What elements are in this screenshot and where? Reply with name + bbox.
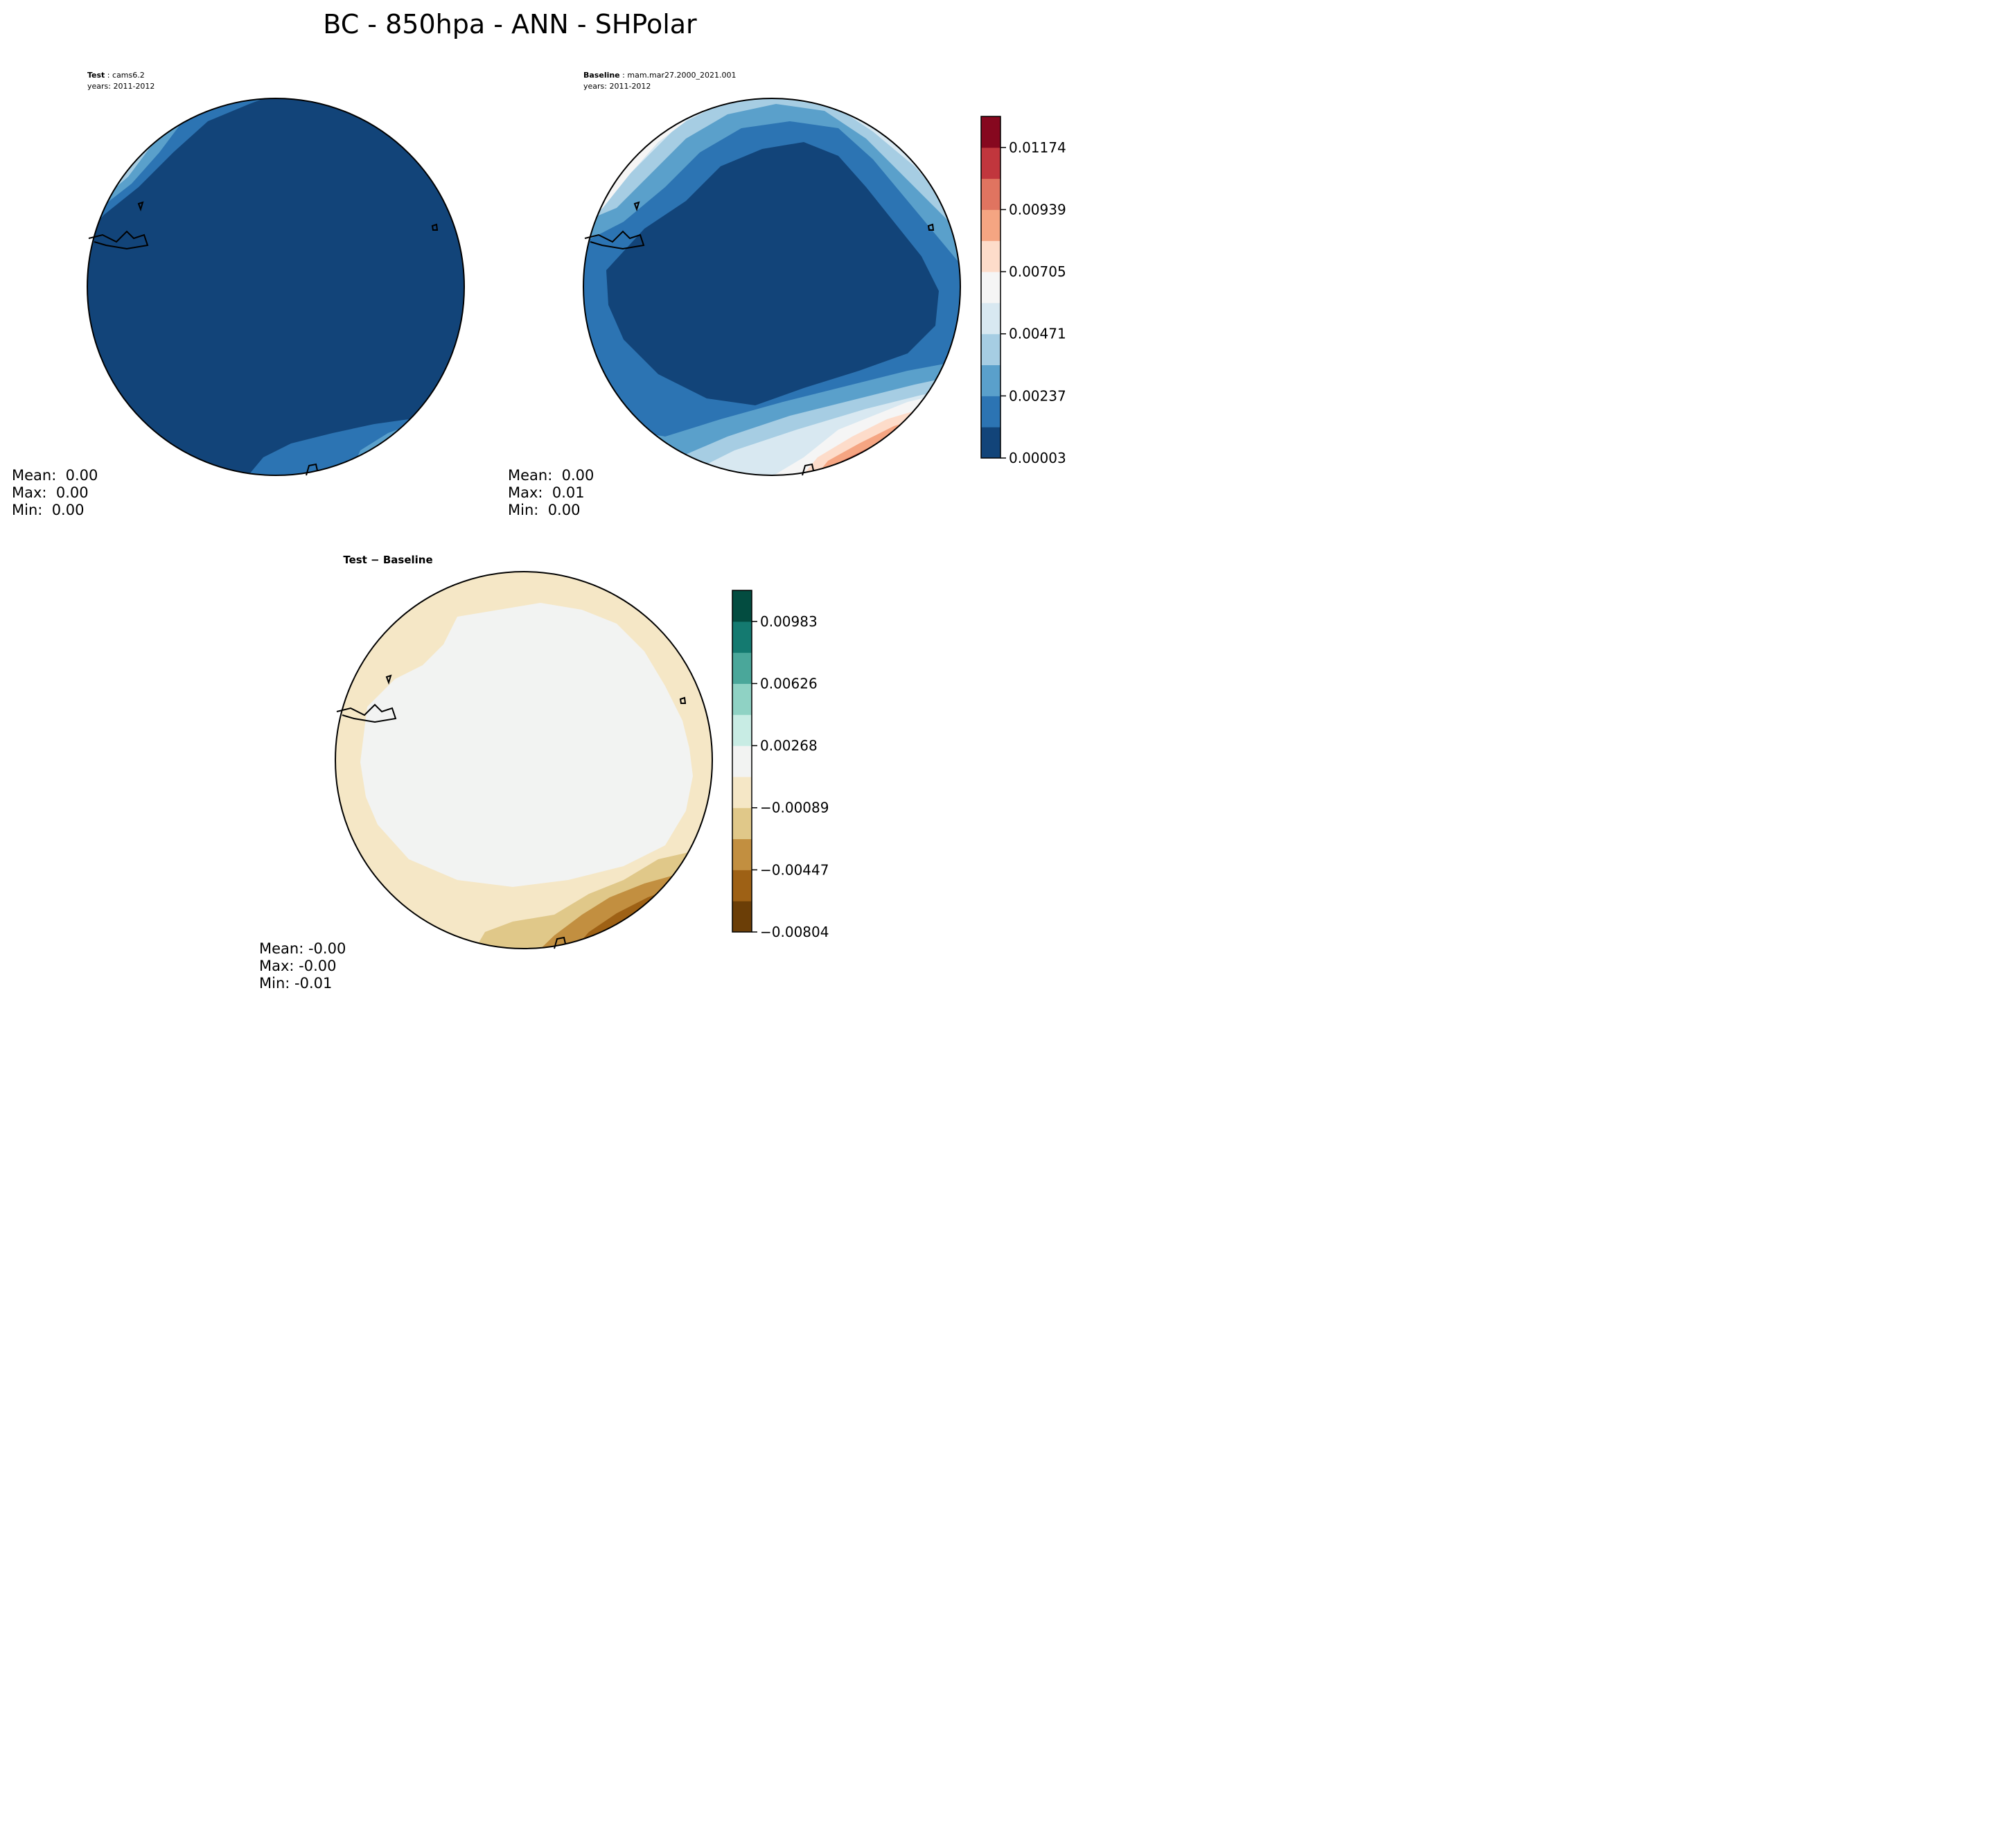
- difference-colorbar-segment-7: [732, 714, 752, 746]
- difference-colorbar-segment-6: [732, 746, 752, 777]
- baseline-years: years: 2011-2012: [583, 82, 651, 91]
- diff-mean: Mean: -0.00: [259, 940, 346, 957]
- baseline-label: Baseline: [583, 71, 620, 80]
- difference-colorbar-tick-label: −0.00447: [760, 861, 829, 878]
- test-case-name: cams6.2: [112, 71, 145, 80]
- diff-panel: Test − Baseline Mean: -0.00 Max: -0.00 M…: [259, 554, 713, 992]
- absolute-colorbar-frame: [980, 116, 1001, 459]
- difference-colorbar-segment-3: [732, 838, 752, 870]
- test-panel: Test : cams6.2 years: 2011-2012 Mean: 0.…: [12, 71, 465, 518]
- baseline-contour-1: [606, 142, 939, 405]
- absolute-colorbar-tick-label: 0.00471: [1009, 326, 1066, 342]
- baseline-header: Baseline : mam.mar27.2000_2021.001: [583, 71, 736, 80]
- test-max: Max: 0.00: [12, 484, 89, 501]
- test-label: Test: [87, 71, 105, 80]
- baseline-map-border: [583, 98, 961, 476]
- absolute-colorbar-segment-1: [981, 427, 1000, 459]
- baseline-case-name: mam.mar27.2000_2021.001: [627, 71, 736, 80]
- difference-colorbar-tick-label: 0.00983: [760, 613, 818, 630]
- baseline-map: [583, 98, 960, 475]
- test-map: [87, 98, 464, 475]
- diff-map: [335, 572, 712, 949]
- baseline-label-separator: :: [620, 71, 628, 80]
- absolute-colorbar: 0.00003 0.00237 0.00471 0.00705 0.00939 0.011…: [980, 116, 1066, 466]
- absolute-colorbar-segment-9: [981, 178, 1000, 210]
- baseline-min: Min: 0.00: [508, 502, 580, 518]
- difference-colorbar-segment-10: [732, 621, 752, 653]
- difference-colorbar-segment-1: [732, 901, 752, 933]
- absolute-colorbar-segment-6: [981, 272, 1000, 303]
- test-contour-2: [87, 98, 464, 239]
- absolute-colorbar-tick-label: 0.00939: [1009, 201, 1066, 218]
- difference-colorbar-segment-8: [732, 683, 752, 715]
- test-samerica-coast: [88, 201, 439, 476]
- difference-colorbar-tick-label: 0.00626: [760, 675, 818, 692]
- diff-min: Min: -0.01: [259, 975, 332, 992]
- difference-colorbar-segment-11: [732, 590, 752, 622]
- test-map-border: [87, 98, 465, 476]
- difference-colorbar-segment-5: [732, 776, 752, 809]
- baseline-panel: Baseline : mam.mar27.2000_2021.001 years…: [508, 71, 961, 518]
- difference-colorbar: −0.00804 −0.00447 −0.00089 0.00268 0.00626 0.…: [732, 590, 829, 940]
- absolute-colorbar-segment-4: [981, 333, 1000, 366]
- difference-colorbar-segment-9: [732, 652, 752, 684]
- difference-colorbar-frame: [732, 590, 752, 933]
- baseline-mean: Mean: 0.00: [508, 467, 594, 484]
- test-label-separator: :: [105, 71, 112, 80]
- figure-canvas: BC - 850hpa - ANN - SHPolar Test : cams6…: [12, 9, 1066, 992]
- absolute-colorbar-segment-7: [981, 240, 1000, 272]
- test-header: Test : cams6.2: [87, 71, 145, 80]
- test-min: Min: 0.00: [12, 502, 84, 518]
- diff-map-border: [335, 571, 713, 949]
- test-mean: Mean: 0.00: [12, 467, 98, 484]
- absolute-colorbar-segment-10: [981, 147, 1000, 179]
- difference-colorbar-tick-label: 0.00268: [760, 737, 818, 754]
- absolute-colorbar-tick-label: 0.01174: [1009, 139, 1066, 156]
- absolute-colorbar-segment-5: [981, 302, 1000, 335]
- absolute-colorbar-segment-2: [981, 396, 1000, 428]
- baseline-samerica-coast: [584, 201, 935, 476]
- difference-colorbar-tick-label: −0.00804: [760, 924, 829, 940]
- absolute-colorbar-tick-label: 0.00237: [1009, 387, 1066, 404]
- test-years: years: 2011-2012: [87, 82, 155, 91]
- diff-max: Max: -0.00: [259, 958, 337, 974]
- diff-samerica-coast: [336, 674, 687, 949]
- absolute-colorbar-segment-11: [981, 116, 1000, 148]
- difference-colorbar-segment-4: [732, 807, 752, 840]
- diff-contour-neutral: [360, 603, 693, 887]
- absolute-colorbar-segment-3: [981, 364, 1000, 396]
- difference-colorbar-tick-label: −0.00089: [760, 800, 829, 816]
- absolute-colorbar-tick-label: 0.00003: [1009, 450, 1066, 466]
- diff-title: Test − Baseline: [343, 554, 432, 566]
- baseline-max: Max: 0.01: [508, 484, 585, 501]
- figure-title: BC - 850hpa - ANN - SHPolar: [323, 9, 697, 39]
- absolute-colorbar-segment-8: [981, 209, 1000, 241]
- absolute-colorbar-tick-label: 0.00705: [1009, 263, 1066, 280]
- difference-colorbar-segment-2: [732, 870, 752, 901]
